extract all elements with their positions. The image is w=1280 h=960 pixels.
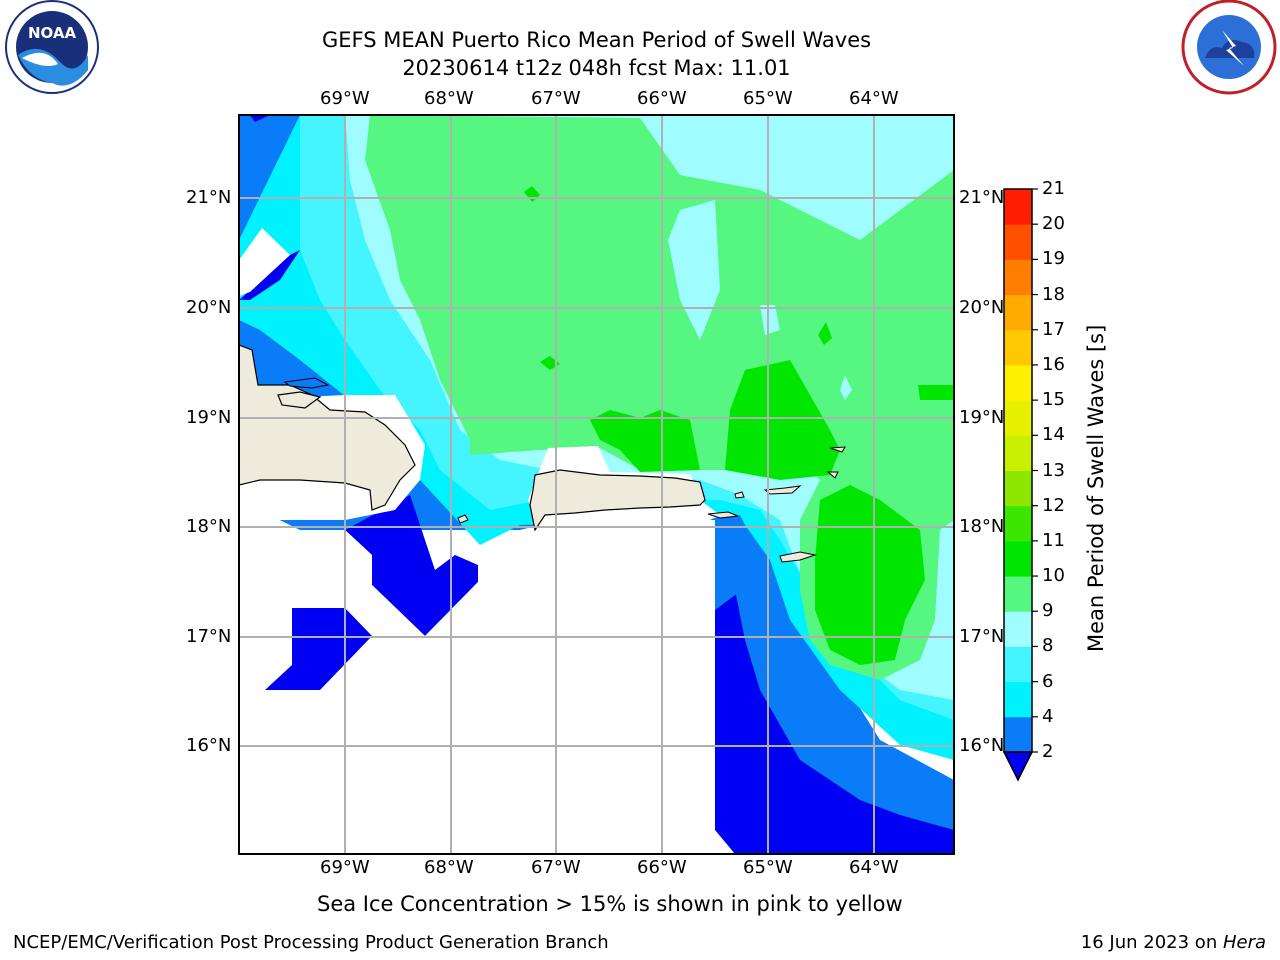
lon-label-bottom: 65°W	[743, 857, 793, 878]
lat-label-right: 20°N	[959, 297, 1005, 318]
chart-subtitle: 20230614 t12z 048h fcst Max: 11.01	[402, 56, 791, 80]
colorbar-tick-label: 16	[1042, 353, 1065, 375]
contour-9-10	[365, 115, 954, 680]
colorbar-segment	[1004, 364, 1032, 401]
lon-label-bottom: 69°W	[320, 857, 370, 878]
footer-date: 16 Jun 2023 on Hera	[1081, 933, 1266, 953]
colorbar-tick-label: 15	[1042, 389, 1065, 411]
colorbar-tick-label: 6	[1042, 670, 1054, 692]
colorbar-segment	[1004, 681, 1032, 718]
lat-label-left: 21°N	[186, 187, 232, 208]
lat-label-left: 16°N	[186, 735, 232, 756]
colorbar-tick-label: 21	[1042, 178, 1065, 199]
lon-label-bottom: 68°W	[424, 857, 474, 878]
colorbar-tick-label: 8	[1042, 635, 1054, 657]
colorbar-segment	[1004, 646, 1032, 683]
lat-label-right: 16°N	[959, 735, 1005, 756]
colorbar-title: Mean Period of Swell Waves [s]	[1084, 324, 1108, 652]
colorbar-segment	[1004, 329, 1032, 366]
colorbar-tick-label: 12	[1042, 494, 1065, 516]
lon-label-top: 64°W	[849, 88, 899, 109]
lon-label-top: 67°W	[531, 88, 581, 109]
colorbar-segment	[1004, 505, 1032, 542]
colorbar-tick-label: 13	[1042, 459, 1065, 481]
colorbar-tick-label: 4	[1042, 705, 1054, 727]
lat-label-right: 21°N	[959, 187, 1005, 208]
swell-contours	[239, 115, 954, 854]
colorbar	[1004, 188, 1038, 753]
lat-label-right: 18°N	[959, 516, 1005, 537]
footer-host: Hera	[1222, 932, 1266, 953]
colorbar-tick-label: 11	[1042, 529, 1065, 551]
colorbar-segment	[1004, 716, 1032, 753]
lon-label-top: 68°W	[424, 88, 474, 109]
colorbar-tick-label: 17	[1042, 318, 1065, 340]
colorbar-segment	[1004, 540, 1032, 577]
map-gridlines	[239, 115, 954, 854]
lon-label-top: 69°W	[320, 88, 370, 109]
footer-date-text: 16 Jun 2023 on	[1080, 932, 1223, 953]
colorbar-segment	[1004, 224, 1032, 260]
colorbar-extend-arrow	[1002, 751, 1034, 782]
colorbar-segment	[1004, 576, 1032, 612]
colorbar-segment	[1004, 470, 1032, 507]
lat-label-left: 19°N	[186, 407, 232, 428]
colorbar-segment	[1004, 259, 1032, 296]
contour-10-11	[725, 360, 840, 480]
contour-2-4	[239, 115, 954, 854]
colorbar-segment	[1004, 189, 1032, 225]
lat-label-right: 19°N	[959, 407, 1005, 428]
lon-label-bottom: 67°W	[531, 857, 581, 878]
lon-label-bottom: 66°W	[637, 857, 687, 878]
lat-label-left: 20°N	[186, 297, 232, 318]
colorbar-tick-label: 2	[1042, 741, 1054, 762]
colorbar-tick-label: 18	[1042, 283, 1065, 305]
sea-ice-note: Sea Ice Concentration > 15% is shown in …	[317, 892, 903, 916]
lat-label-right: 17°N	[959, 626, 1005, 647]
chart-title: GEFS MEAN Puerto Rico Mean Period of Swe…	[321, 28, 872, 52]
colorbar-segment	[1004, 294, 1032, 331]
contour-below-2	[345, 495, 478, 636]
footer-credit: NCEP/EMC/Verification Post Processing Pr…	[13, 932, 609, 953]
lon-label-top: 66°W	[637, 88, 687, 109]
colorbar-segment	[1004, 611, 1032, 647]
colorbar-tick-label: 10	[1042, 565, 1065, 587]
colorbar-tick-label: 14	[1042, 424, 1065, 446]
lon-label-bottom: 64°W	[849, 857, 899, 878]
colorbar-segment	[1004, 400, 1032, 436]
colorbar-tick-label: 9	[1042, 600, 1054, 622]
colorbar-tick-label: 19	[1042, 248, 1065, 270]
lon-label-top: 65°W	[743, 88, 793, 109]
colorbar-segment	[1004, 435, 1032, 471]
lat-label-left: 17°N	[186, 626, 232, 647]
lat-label-left: 18°N	[186, 516, 232, 537]
colorbar-tick-label: 20	[1042, 213, 1065, 235]
